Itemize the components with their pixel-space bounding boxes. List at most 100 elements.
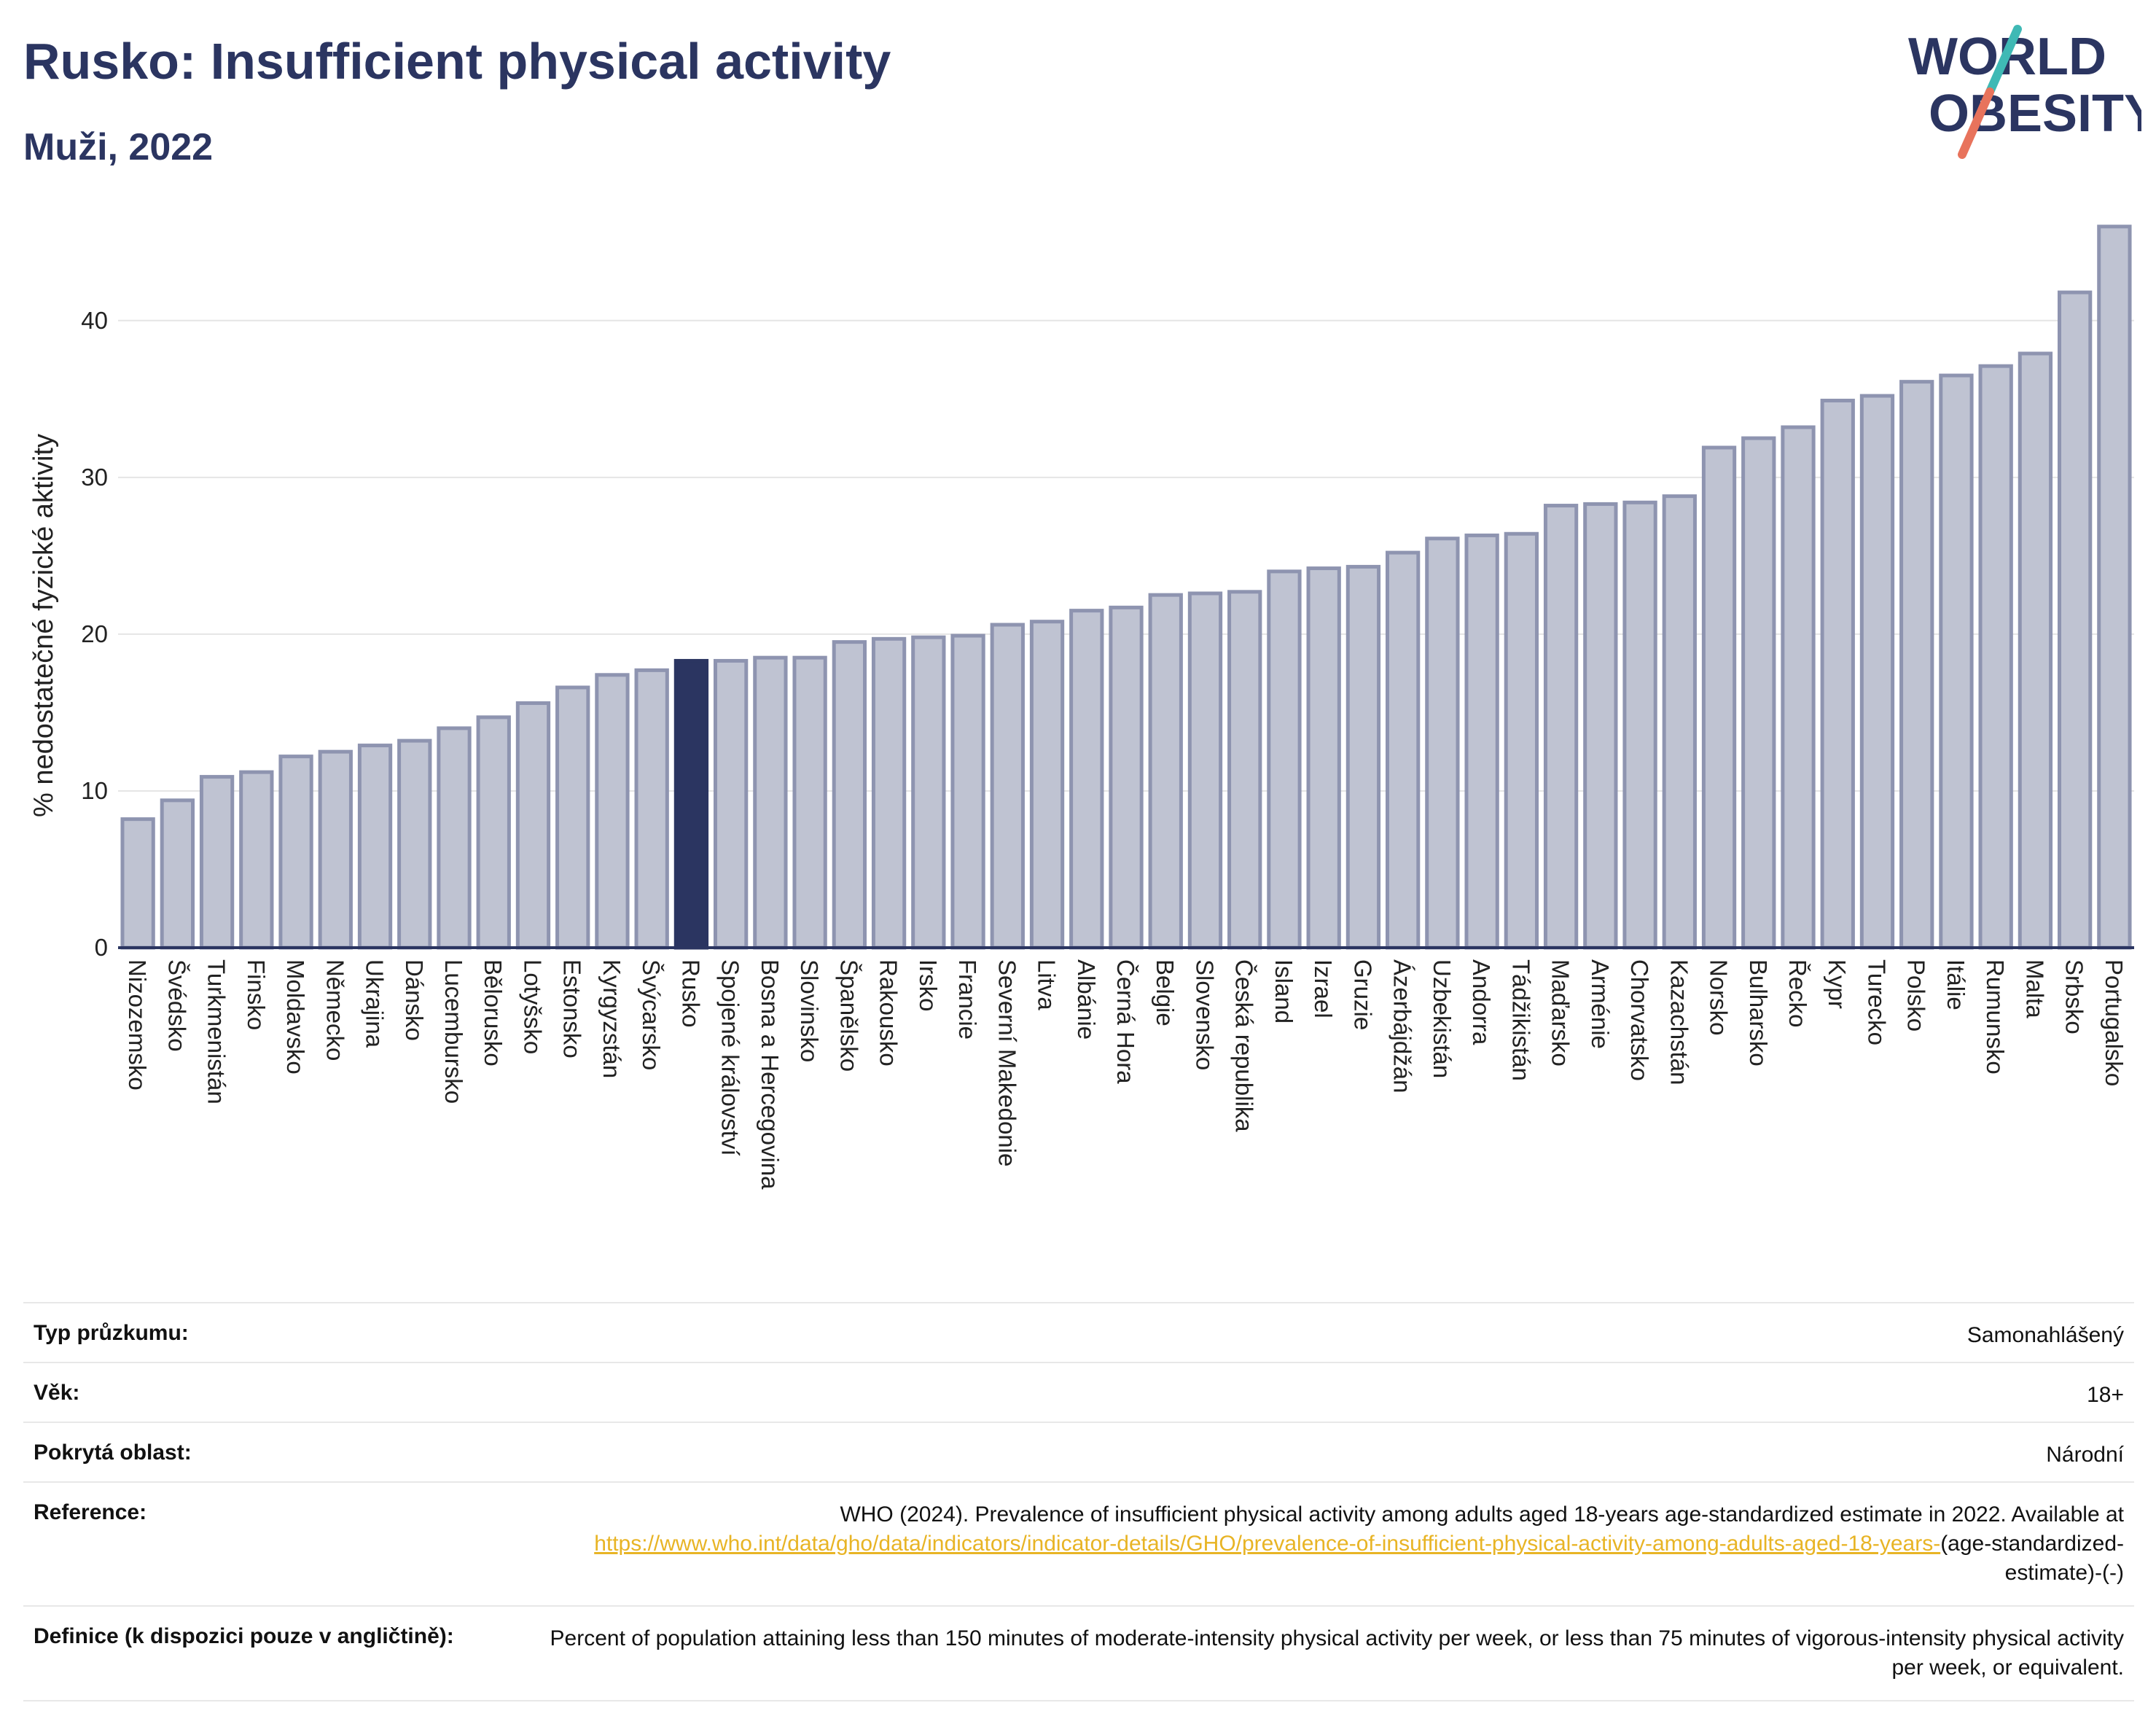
bar [990, 623, 1025, 950]
bar [1939, 373, 1974, 950]
x-tick-label: Estonsko [559, 959, 586, 1058]
x-tick-label: Švédsko [163, 959, 190, 1052]
info-table: Typ průzkumu: Samonahlášený Věk: 18+ Pok… [23, 1302, 2134, 1701]
bar [120, 817, 155, 950]
survey-label: Typ průzkumu: [34, 1321, 189, 1345]
bar [1701, 445, 1737, 950]
logo-slash-coral [1958, 87, 1994, 159]
x-tick-label: Gruzie [1349, 959, 1376, 1030]
bar [318, 749, 353, 950]
x-tick-label: Turkmenistán [203, 959, 230, 1104]
bar [1227, 590, 1262, 950]
bar [199, 775, 235, 950]
x-tick-label: Albánie [1073, 959, 1100, 1040]
bars [120, 225, 2132, 950]
bar [950, 633, 985, 950]
bar [713, 658, 749, 950]
x-tick-label: Švýcarsko [638, 959, 665, 1070]
bar [1425, 537, 1460, 950]
bar [1306, 566, 1341, 950]
bar [1978, 364, 2013, 950]
world-obesity-logo: WORLD OBESITY [1908, 25, 2141, 159]
x-tick-label: Německo [321, 959, 348, 1061]
x-tick-label: Rumunsko [1982, 959, 2009, 1075]
logo-slash-teal [1985, 25, 2022, 96]
x-tick-label: Francie [954, 959, 981, 1040]
x-tick-label: Polsko [1903, 959, 1930, 1032]
x-tick-label: Turecko [1863, 959, 1890, 1045]
x-tick-label: Uzbekistán [1429, 959, 1456, 1078]
x-tick-label: Belgie [1152, 959, 1179, 1026]
page-subtitle: Muži, 2022 [23, 126, 214, 168]
info-row-area: Pokrytá oblast: Národní [23, 1422, 2134, 1481]
bar [1069, 609, 1104, 950]
x-tick-label: Kyrgyzstán [598, 959, 625, 1078]
x-tick-label: Kypr [1824, 959, 1851, 1009]
x-tick-label: Kazachstán [1665, 959, 1692, 1085]
reference-value: WHO (2024). Prevalence of insufficient p… [550, 1500, 2124, 1588]
x-axis-labels: Nizozemsko Švédsko Turkmenistán Finsko Molda… [124, 959, 2128, 1190]
page-title: Rusko: Insufficient physical activity [23, 33, 891, 90]
x-tick-label: Rusko [677, 959, 704, 1028]
y-tick-label: 40 [81, 307, 108, 334]
x-tick-label: Rakousko [875, 959, 902, 1067]
bar [1109, 605, 1144, 950]
x-tick-label: Lucembursko [440, 959, 467, 1104]
bar [515, 701, 551, 950]
x-tick-label: Bulharsko [1745, 959, 1772, 1067]
bar [1345, 564, 1381, 950]
bar [160, 798, 195, 950]
x-tick-label: Dánsko [401, 959, 428, 1041]
x-tick-label: Lotyšsko [519, 959, 546, 1054]
x-tick-label: Spojené království [717, 959, 744, 1156]
bar [1859, 394, 1895, 950]
x-tick-label: Severní Makedonie [993, 959, 1020, 1166]
y-axis-label: % nedostatečné fyzické aktivity [28, 434, 59, 817]
bar [1267, 569, 1302, 950]
reference-link[interactable]: https://www.who.int/data/gho/data/indica… [594, 1532, 1941, 1556]
reference-text: WHO (2024). Prevalence of insufficient p… [840, 1502, 2124, 1527]
bar [2097, 225, 2132, 950]
x-tick-label: Slovinsko [796, 959, 823, 1062]
info-row-definition: Definice (k dispozici pouze v angličtině… [23, 1605, 2134, 1701]
bar [595, 673, 630, 950]
bar [1899, 380, 1934, 950]
reference-label: Reference: [34, 1500, 147, 1524]
x-tick-label: Moldavsko [282, 959, 309, 1075]
age-value: 18+ [2087, 1383, 2124, 1407]
bar [357, 744, 393, 950]
x-tick-label: Tádžikistán [1507, 959, 1534, 1081]
x-tick-label: Černá Hora [1112, 959, 1139, 1084]
x-tick-label: Srbsko [2061, 959, 2088, 1034]
x-tick-label: Finsko [243, 959, 270, 1030]
bar [2057, 290, 2093, 950]
x-tick-label: Izrael [1310, 959, 1337, 1018]
x-tick-label: Česká republika [1231, 959, 1258, 1132]
bar [753, 655, 788, 950]
bar [911, 635, 946, 950]
bar [1029, 620, 1065, 950]
bar [832, 640, 867, 950]
x-tick-label: Itálie [1942, 959, 1969, 1010]
bar-highlighted [673, 658, 709, 950]
bar [2018, 351, 2053, 950]
bar [1187, 591, 1223, 950]
x-tick-label: Malta [2021, 959, 2048, 1018]
bar [1464, 533, 1499, 950]
bar [1741, 436, 1776, 950]
bar [634, 668, 669, 950]
info-row-reference: Reference: WHO (2024). Prevalence of ins… [23, 1481, 2134, 1605]
y-tick-label: 20 [81, 620, 108, 647]
bar [1148, 593, 1183, 950]
bar [1820, 398, 1855, 950]
survey-value: Samonahlášený [1966, 1323, 2124, 1347]
y-tick-label: 30 [81, 464, 108, 491]
bar [1662, 494, 1697, 950]
bar [437, 726, 472, 950]
y-axis-ticks: 0 10 20 30 40 [81, 307, 108, 961]
x-tick-label: Norsko [1706, 959, 1733, 1036]
bar [1583, 502, 1618, 950]
x-tick-label: Ukrajina [362, 959, 388, 1048]
x-tick-label: Slovensko [1191, 959, 1218, 1070]
x-tick-label: Ázerbájdžán [1389, 959, 1416, 1093]
